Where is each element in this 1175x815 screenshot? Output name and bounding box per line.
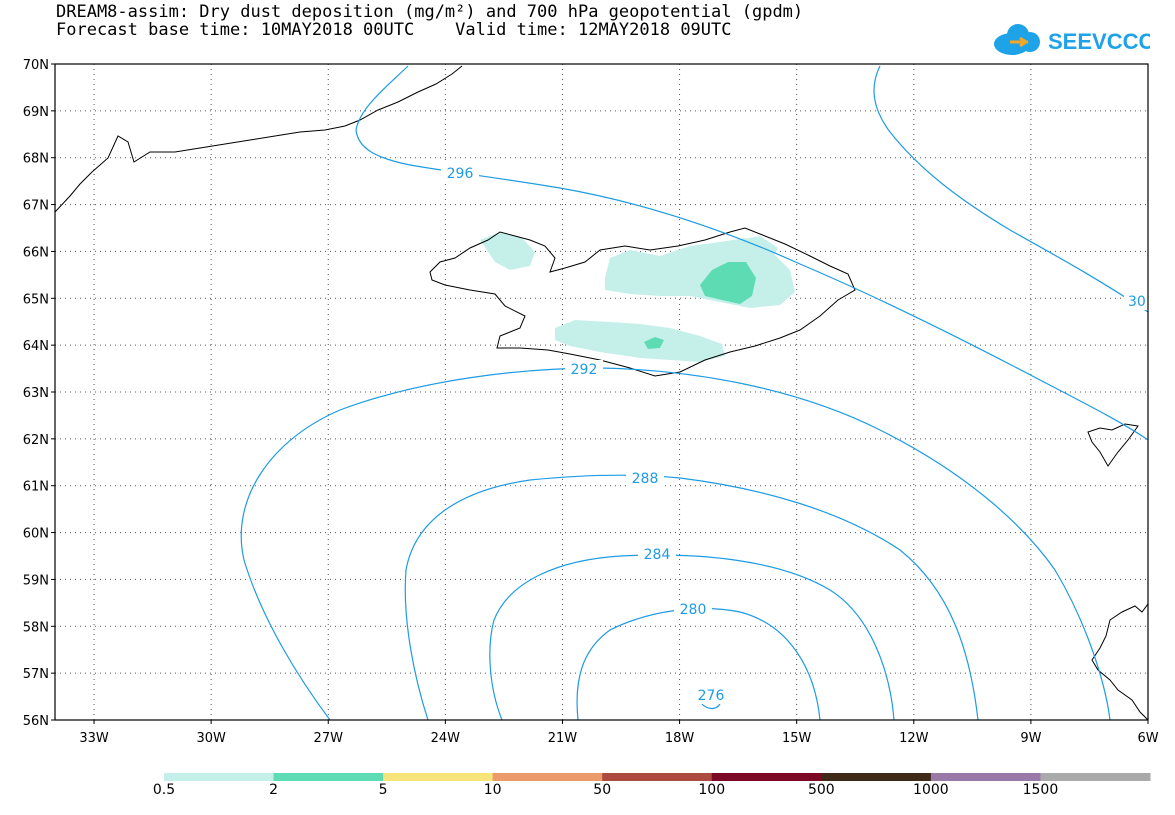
lat-label: 64N [23,339,49,354]
longitude-axis: 33W 30W 27W 24W 21W 18W 15W 12W 9W 6W [79,720,1159,746]
colorbar-label: 10 [483,782,502,798]
contour-label-296: 296 [447,166,474,182]
coastlines [55,65,1148,720]
colorbar [164,773,1151,781]
colorbar-label: 50 [593,782,612,798]
colorbar-swatch [273,773,384,781]
colorbar-swatch [164,773,275,781]
colorbar-label: 5 [378,782,388,798]
colorbar-swatch [930,773,1041,781]
colorbar-label: 1500 [1022,782,1059,798]
colorbar-swatch [492,773,603,781]
contour-labels: 296 292 288 284 280 276 30 [441,164,1148,704]
lat-label: 62N [23,433,49,448]
colorbar-swatch [602,773,713,781]
cloud-icon [994,24,1040,55]
contour-300 [873,65,1148,313]
lat-label: 68N [23,152,49,167]
contour-label-284: 284 [644,547,671,563]
lat-label: 69N [23,105,49,120]
lon-label: 18W [665,731,695,746]
colorbar-label: 1000 [913,782,949,798]
contour-label-300: 30 [1128,294,1146,310]
contour-288 [404,474,979,720]
contour-284 [489,554,895,720]
lat-label: 56N [23,714,49,729]
lat-label: 65N [23,292,49,307]
lat-label: 58N [23,620,49,635]
graticule [55,64,1148,720]
dust-area-north-core [700,262,756,304]
map-title: DREAM8-assim: Dry dust deposition (mg/m²… [56,2,804,22]
contour-label-276: 276 [698,688,725,704]
colorbar-swatch [711,773,822,781]
colorbar-label: 0.5 [152,782,176,798]
contour-label-288: 288 [632,471,659,487]
faroe-islands-coast [1087,423,1139,467]
lon-label: 12W [899,731,929,746]
colorbar-label: 500 [807,782,835,798]
seevccc-logo: SEEVCCC [994,24,1150,55]
map-subtitle: Forecast base time: 10MAY2018 00UTC Vali… [56,20,732,40]
greenland-coast [55,65,463,213]
lat-label: 63N [23,386,49,401]
dust-area-south-core [644,337,664,349]
dust-deposition-shading [480,232,795,362]
lat-label: 61N [23,480,49,495]
scotland-coast [1091,603,1148,720]
contour-label-292: 292 [571,362,598,378]
dust-area-south [555,320,725,362]
lon-label: 15W [782,731,812,746]
lat-label: 59N [23,573,49,588]
lat-label: 67N [23,199,49,214]
lat-label: 70N [23,58,49,73]
colorbar-swatch [821,773,932,781]
colorbar-swatch [1040,773,1151,781]
lon-label: 24W [431,731,461,746]
latitude-axis: 70N 69N 68N 67N 66N 65N 64N 63N 62N 61N 60N 59N 58N 5… [23,58,55,729]
lon-label: 27W [314,731,344,746]
plot-frame [54,63,1149,721]
contour-296 [355,65,1148,441]
contour-276 [701,703,721,710]
geopotential-contours [240,65,1148,720]
lon-label: 33W [79,731,109,746]
colorbar-label: 2 [269,782,279,798]
lat-label: 60N [23,527,49,542]
colorbar-swatch [383,773,494,781]
colorbar-label: 100 [698,782,726,798]
contour-292 [240,367,1111,720]
lon-label: 9W [1020,731,1041,746]
lat-label: 66N [23,245,49,260]
lon-label: 30W [196,731,226,746]
contour-label-280: 280 [680,602,707,618]
lon-label: 6W [1137,731,1158,746]
lat-label: 57N [23,667,49,682]
lon-label: 21W [548,731,578,746]
dust-area-westfjords [480,232,535,270]
logo-text: SEEVCCC [1048,29,1150,54]
iceland-coast [429,227,856,377]
